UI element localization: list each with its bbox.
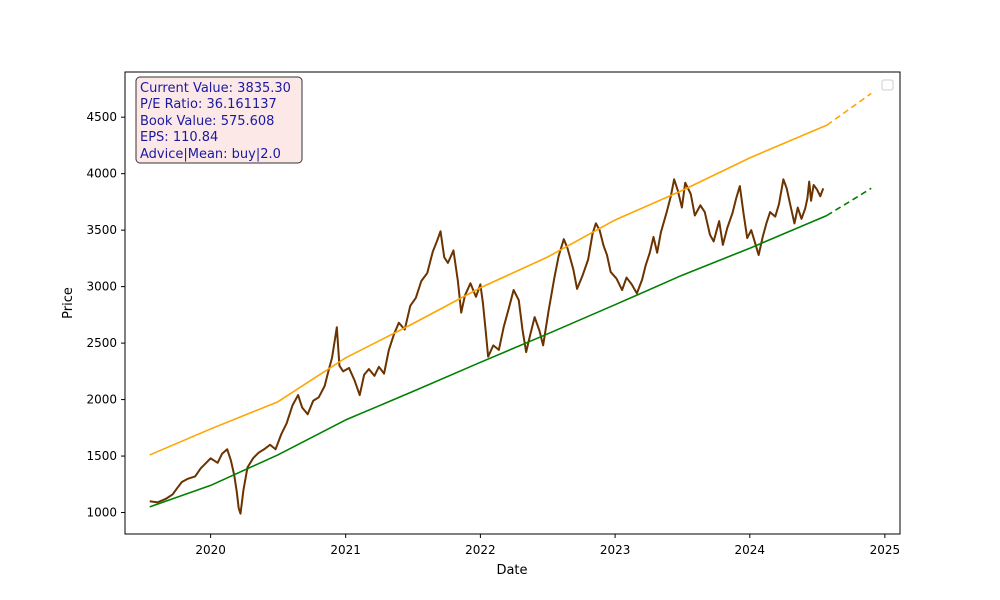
y-tick-label: 2000	[86, 393, 117, 407]
y-tick-label: 3500	[86, 223, 117, 237]
x-tick-label: 2020	[195, 543, 226, 557]
y-axis-title: Price	[61, 287, 76, 319]
series-layer	[149, 92, 872, 515]
y-axis: 1000 1500 2000 2500 3000 3500 4000 4500	[86, 110, 125, 520]
y-tick-label: 4500	[86, 110, 117, 124]
info-box: Current Value: 3835.30 P/E Ratio: 36.161…	[135, 76, 303, 164]
info-book-value: Book Value: 575.608	[140, 114, 274, 129]
x-axis: 2020 2021 2022 2023 2024 2025	[195, 534, 900, 557]
series-line-1	[149, 124, 828, 456]
x-tick-label: 2022	[465, 543, 496, 557]
x-tick-label: 2023	[600, 543, 631, 557]
x-tick-label: 2024	[735, 543, 766, 557]
legend-box	[881, 79, 894, 91]
info-eps: EPS: 110.84	[140, 130, 218, 145]
y-tick-label: 3000	[86, 280, 117, 294]
x-tick-label: 2021	[330, 543, 361, 557]
x-axis-title: Date	[496, 563, 527, 578]
info-current-value: Current Value: 3835.30	[140, 81, 291, 96]
y-tick-label: 1500	[86, 449, 117, 463]
series-line-3	[149, 214, 828, 508]
plot-area-frame	[124, 71, 901, 535]
info-pe-ratio: P/E Ratio: 36.161137	[140, 97, 277, 112]
series-line-4	[826, 187, 872, 217]
y-tick-label: 2500	[86, 336, 117, 350]
x-tick-label: 2025	[870, 543, 901, 557]
info-box-background	[135, 76, 303, 164]
info-advice-mean: Advice|Mean: buy|2.0	[140, 147, 281, 162]
y-tick-label: 1000	[86, 506, 117, 520]
series-line-2	[826, 92, 872, 126]
series-line-0	[149, 178, 825, 515]
y-tick-label: 4000	[86, 167, 117, 181]
